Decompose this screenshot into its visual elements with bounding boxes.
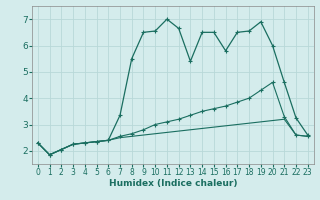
- X-axis label: Humidex (Indice chaleur): Humidex (Indice chaleur): [108, 179, 237, 188]
